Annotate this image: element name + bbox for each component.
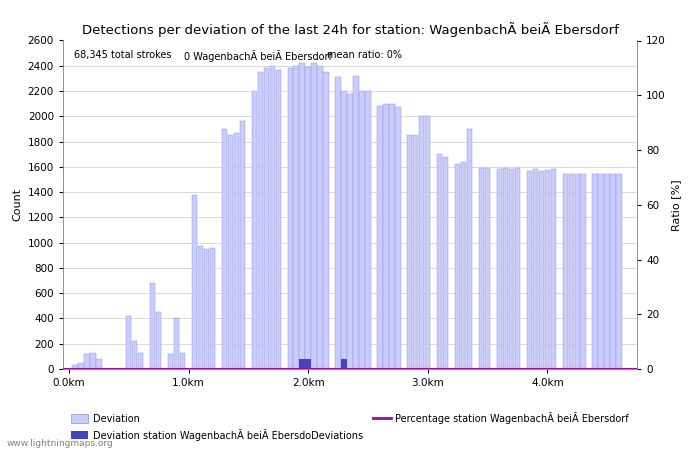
- Bar: [138, 353, 144, 369]
- Bar: [198, 247, 203, 369]
- Bar: [604, 175, 610, 369]
- Bar: [509, 169, 514, 369]
- Bar: [389, 104, 395, 369]
- Bar: [617, 175, 622, 369]
- Bar: [72, 365, 78, 369]
- Bar: [365, 91, 370, 369]
- Y-axis label: Count: Count: [12, 188, 22, 221]
- Bar: [300, 359, 305, 369]
- Bar: [610, 175, 616, 369]
- Bar: [126, 316, 132, 369]
- Bar: [580, 175, 586, 369]
- Bar: [568, 175, 574, 369]
- Bar: [383, 104, 389, 369]
- Bar: [204, 249, 209, 369]
- Bar: [497, 169, 502, 369]
- Bar: [467, 129, 473, 369]
- Bar: [293, 66, 299, 369]
- Bar: [156, 312, 162, 369]
- Bar: [168, 354, 174, 369]
- Bar: [485, 168, 490, 369]
- Bar: [335, 77, 341, 369]
- Bar: [545, 170, 550, 369]
- Bar: [78, 363, 83, 369]
- Bar: [598, 175, 604, 369]
- Bar: [228, 135, 233, 369]
- Bar: [395, 108, 400, 369]
- Bar: [425, 116, 430, 369]
- Bar: [419, 116, 424, 369]
- Bar: [461, 162, 466, 369]
- Bar: [342, 91, 346, 369]
- Bar: [413, 135, 419, 369]
- Bar: [300, 63, 305, 369]
- Bar: [575, 175, 580, 369]
- Bar: [90, 353, 96, 369]
- Bar: [222, 129, 227, 369]
- Bar: [342, 359, 346, 369]
- Bar: [312, 63, 317, 369]
- Bar: [180, 353, 186, 369]
- Bar: [563, 175, 568, 369]
- Bar: [264, 68, 269, 369]
- Bar: [305, 359, 311, 369]
- Bar: [514, 168, 520, 369]
- Bar: [503, 168, 508, 369]
- Bar: [317, 66, 323, 369]
- Bar: [288, 68, 293, 369]
- Bar: [526, 171, 532, 369]
- Bar: [347, 94, 353, 369]
- Bar: [533, 169, 538, 369]
- Bar: [210, 248, 215, 369]
- Bar: [443, 157, 449, 369]
- Bar: [407, 135, 412, 369]
- Text: www.lightningmaps.org: www.lightningmaps.org: [7, 439, 113, 448]
- Bar: [354, 76, 358, 369]
- Bar: [551, 169, 556, 369]
- Bar: [96, 359, 101, 369]
- Text: 68,345 total strokes: 68,345 total strokes: [74, 50, 172, 60]
- Bar: [377, 106, 383, 369]
- Bar: [84, 354, 90, 369]
- Bar: [323, 72, 329, 369]
- Bar: [150, 283, 155, 369]
- Text: mean ratio: 0%: mean ratio: 0%: [327, 50, 402, 60]
- Bar: [479, 168, 484, 369]
- Bar: [592, 175, 598, 369]
- Bar: [276, 70, 281, 369]
- Bar: [359, 91, 365, 369]
- Bar: [192, 195, 197, 369]
- Bar: [455, 164, 461, 369]
- Bar: [132, 341, 137, 369]
- Text: 0 WagenbachÃ beiÃ Ebersdorf: 0 WagenbachÃ beiÃ Ebersdorf: [183, 50, 331, 62]
- Bar: [239, 122, 245, 369]
- Legend: Deviation, Deviation station WagenbachÃ beiÃ EbersdoDeviations, Percentage stati: Deviation, Deviation station WagenbachÃ …: [71, 412, 629, 441]
- Y-axis label: Ratio [%]: Ratio [%]: [671, 179, 681, 230]
- Bar: [251, 91, 257, 369]
- Bar: [437, 154, 442, 369]
- Bar: [538, 171, 544, 369]
- Bar: [305, 67, 311, 369]
- Bar: [234, 133, 239, 369]
- Title: Detections per deviation of the last 24h for station: WagenbachÃ beiÃ Ebersdorf: Detections per deviation of the last 24h…: [82, 22, 618, 36]
- Bar: [270, 66, 275, 369]
- Bar: [174, 319, 179, 369]
- Bar: [258, 72, 263, 369]
